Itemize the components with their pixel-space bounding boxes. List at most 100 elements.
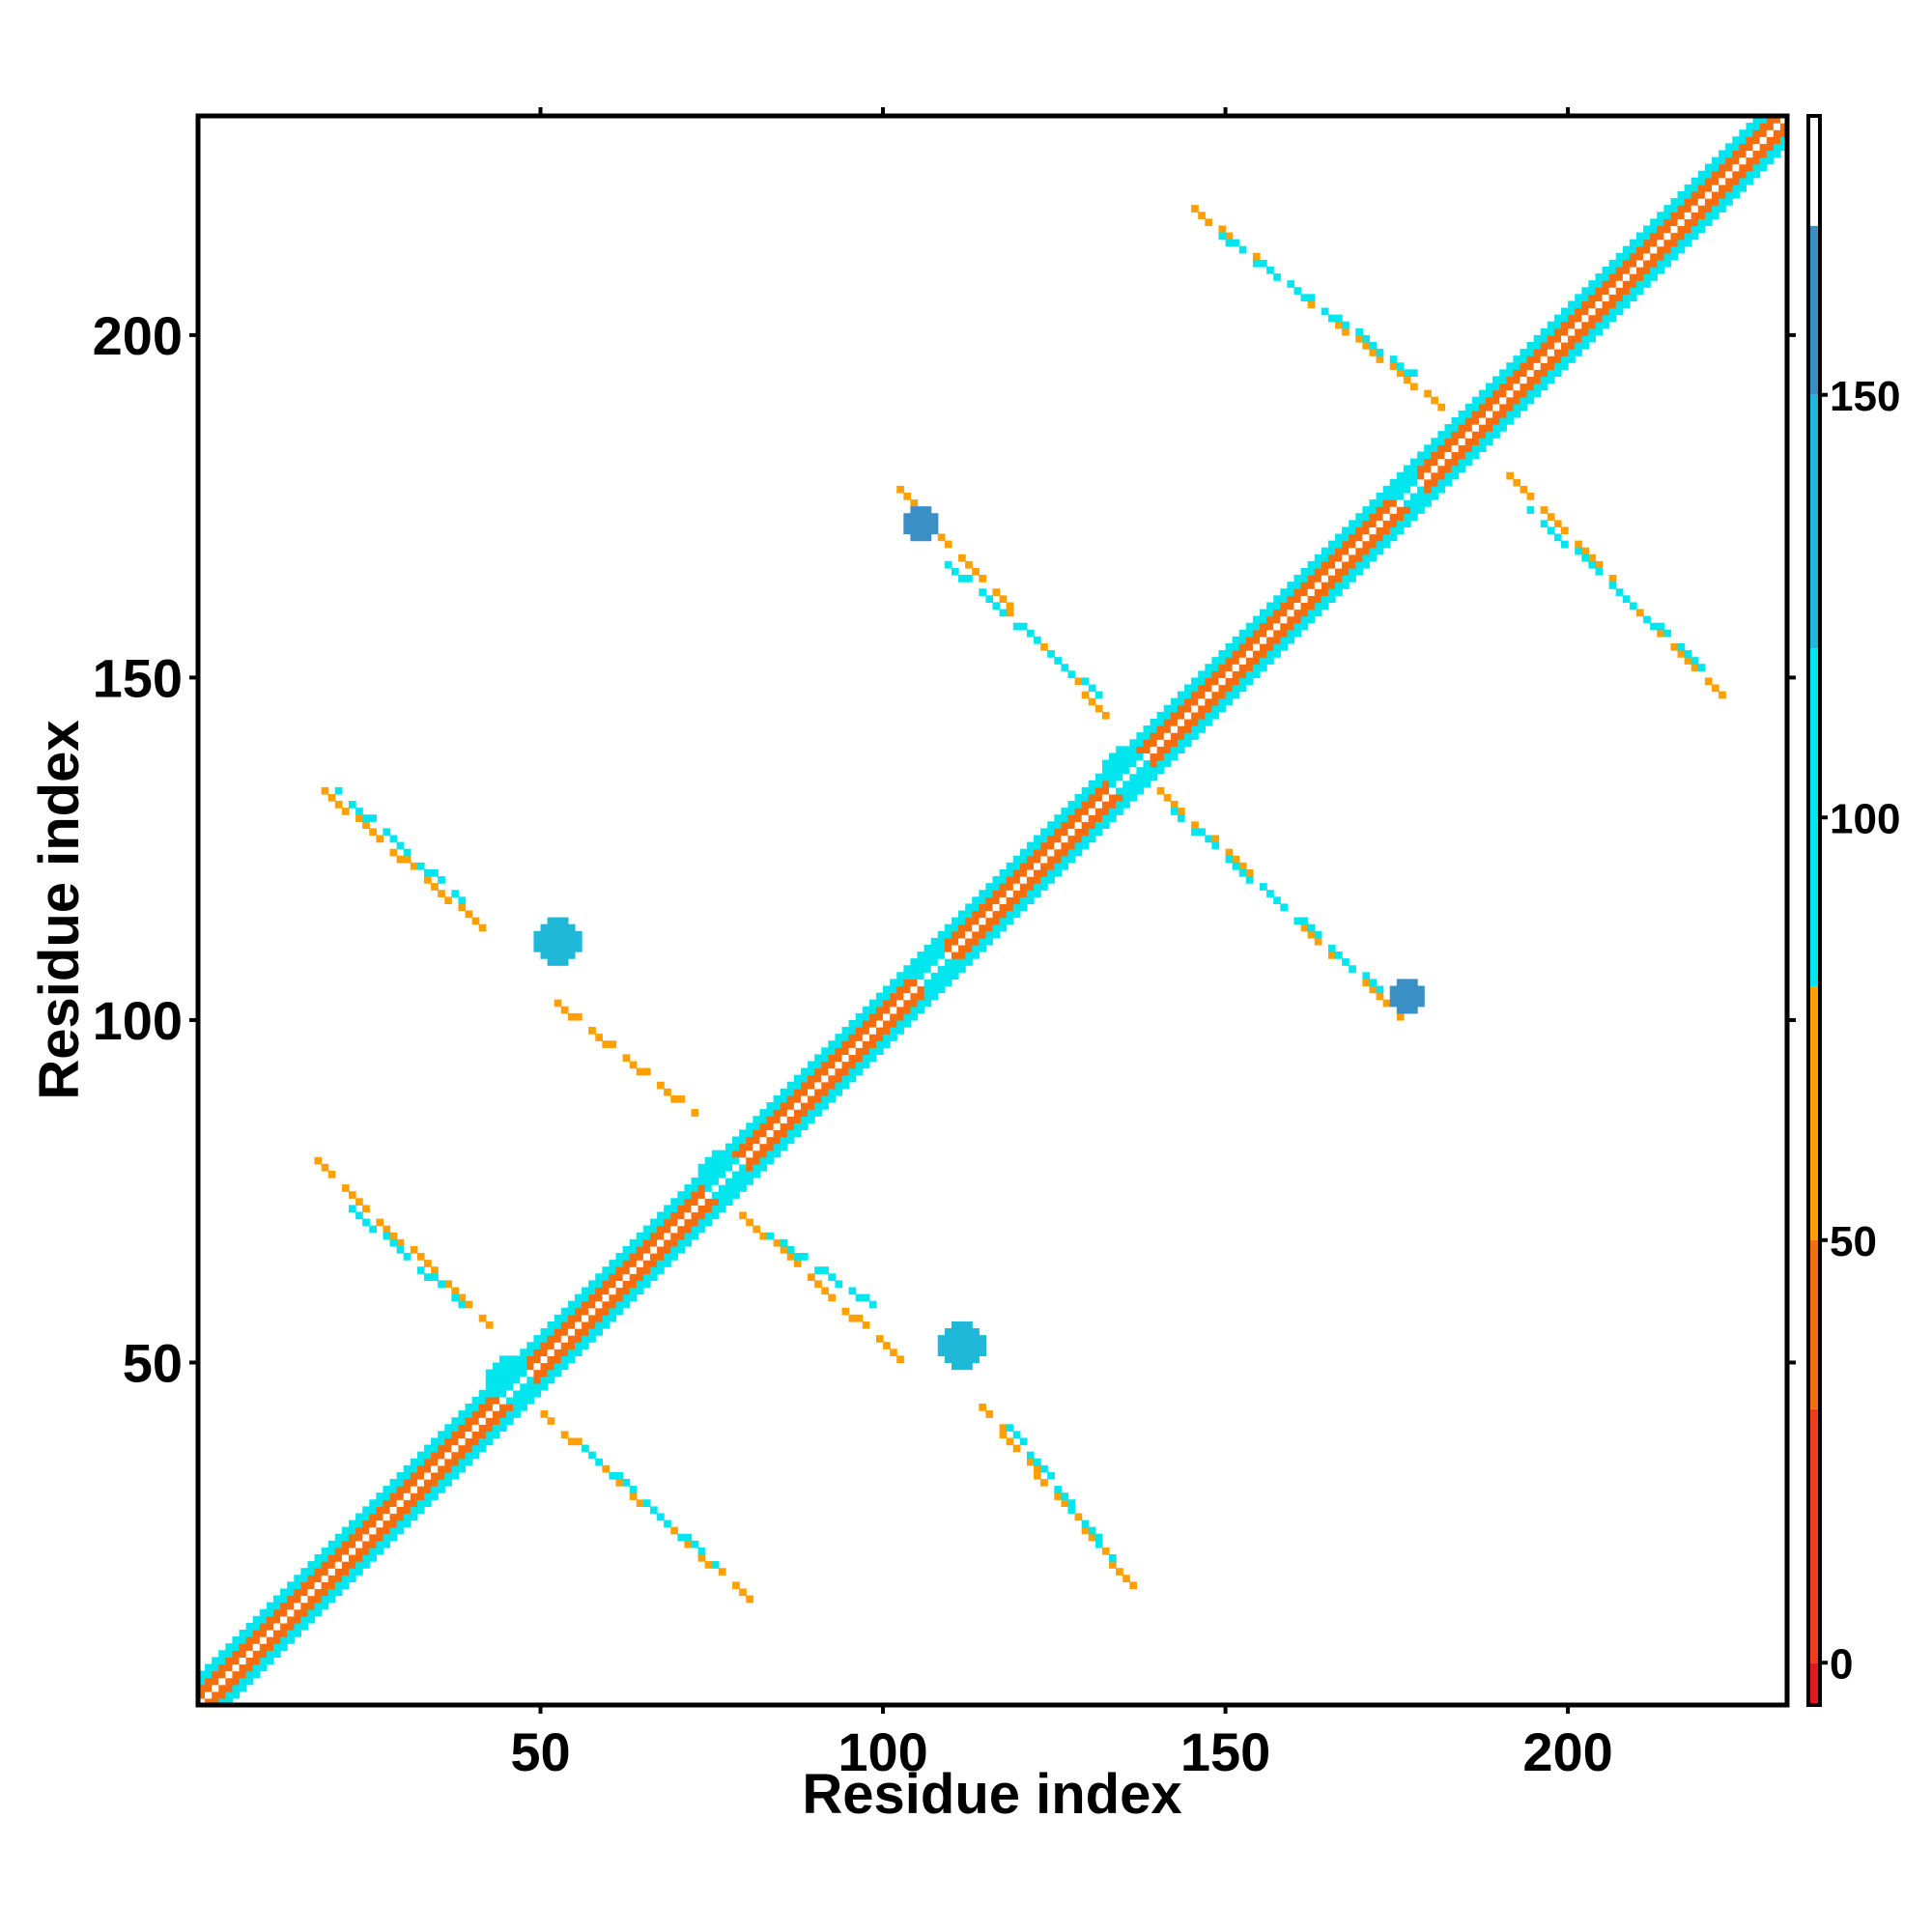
heatmap-cell — [636, 1260, 644, 1267]
heatmap-cell — [1437, 458, 1446, 467]
heatmap-cell — [1184, 739, 1192, 747]
heatmap-cell — [1602, 280, 1610, 288]
heatmap-cell — [711, 1156, 720, 1165]
heatmap-cell — [1684, 218, 1692, 227]
heatmap-cell — [1260, 664, 1267, 671]
heatmap-cell — [958, 917, 966, 925]
heatmap-cell — [786, 1253, 795, 1261]
heatmap-cell — [1026, 896, 1035, 905]
heatmap-cell — [1094, 1533, 1103, 1542]
heatmap-cell — [560, 958, 569, 966]
heatmap-cell — [595, 1314, 603, 1322]
axis-ticks — [189, 107, 1796, 1714]
heatmap-cell — [1382, 513, 1391, 521]
heatmap-cell — [999, 896, 1008, 905]
heatmap-cell — [321, 1568, 329, 1576]
heatmap-cell — [396, 1520, 405, 1528]
heatmap-cell — [1287, 280, 1295, 288]
heatmap-cell — [944, 1328, 952, 1336]
heatmap-cell — [1101, 801, 1110, 809]
heatmap-cell — [937, 930, 946, 939]
heatmap-cell — [362, 1205, 370, 1213]
heatmap-cell — [1437, 478, 1446, 487]
heatmap-cell — [1540, 383, 1548, 391]
heatmap-cell — [780, 1136, 788, 1145]
heatmap-cell — [506, 1376, 514, 1384]
heatmap-cell — [314, 1575, 323, 1582]
heatmap-cell — [903, 965, 912, 973]
heatmap-cell — [287, 1636, 295, 1644]
heatmap-cell — [300, 1622, 309, 1631]
heatmap-cell — [657, 1232, 665, 1240]
heatmap-cell — [965, 937, 973, 946]
heatmap-cell — [766, 1102, 775, 1110]
heatmap-cell — [903, 1019, 912, 1028]
heatmap-cell — [554, 999, 562, 1008]
heatmap-cell — [1403, 376, 1411, 384]
heatmap-cell — [917, 533, 925, 542]
heatmap-cell — [1684, 232, 1692, 241]
heatmap-cell — [232, 1684, 241, 1692]
heatmap-cell — [1478, 431, 1487, 439]
heatmap-cell — [383, 1540, 391, 1548]
heatmap-cell — [629, 1238, 638, 1247]
heatmap-cell — [1588, 300, 1597, 309]
heatmap-cell — [718, 1163, 726, 1172]
heatmap-cell — [1431, 458, 1438, 467]
heatmap-cell — [1636, 259, 1644, 268]
heatmap-cell — [1602, 300, 1610, 309]
heatmap-cell — [1746, 136, 1754, 144]
heatmap-cell — [471, 1444, 480, 1453]
heatmap-cell — [485, 1417, 494, 1425]
heatmap-cell — [369, 1547, 377, 1555]
heatmap-cell — [1054, 1486, 1062, 1493]
heatmap-cell — [622, 1266, 631, 1274]
heatmap-cell — [636, 1280, 644, 1289]
heatmap-cell — [431, 1479, 439, 1487]
heatmap-cell — [896, 985, 904, 994]
heatmap-cell — [1417, 485, 1425, 494]
heatmap-cell — [697, 1178, 706, 1185]
heatmap-cell — [841, 1074, 850, 1083]
heatmap-cell — [540, 1349, 549, 1356]
heatmap-cell — [821, 1094, 829, 1103]
heatmap-cell — [793, 1081, 802, 1090]
heatmap-cell — [808, 1088, 815, 1096]
heatmap-cell — [1486, 396, 1493, 405]
heatmap-cell — [485, 1410, 494, 1418]
heatmap-cell — [1650, 225, 1658, 234]
heatmap-cell — [965, 560, 973, 569]
heatmap-cell — [890, 1012, 897, 1021]
heatmap-cell — [1355, 520, 1363, 528]
heatmap-cell — [739, 1136, 747, 1145]
heatmap-cell — [1369, 554, 1378, 562]
heatmap-cell — [1732, 184, 1740, 192]
heatmap-cell — [438, 1451, 445, 1460]
heatmap-cell — [1109, 793, 1117, 802]
heatmap-cell — [704, 1156, 713, 1165]
heatmap-cell — [1116, 1568, 1123, 1576]
heatmap-cell — [540, 1376, 549, 1384]
heatmap-cell — [841, 1307, 850, 1316]
heatmap-cell — [1191, 684, 1199, 693]
heatmap-cell — [711, 1178, 720, 1185]
heatmap-cell — [780, 1238, 788, 1247]
heatmap-cell — [396, 1479, 405, 1487]
heatmap-cell — [875, 1027, 884, 1035]
heatmap-cell — [691, 1205, 699, 1213]
heatmap-cell — [1677, 198, 1686, 206]
heatmap-cell — [985, 910, 994, 919]
heatmap-cell — [1088, 801, 1096, 809]
heatmap-cell — [389, 1513, 398, 1521]
heatmap-cell — [1458, 451, 1466, 460]
heatmap-cell — [458, 1431, 467, 1439]
heatmap-cell — [1568, 349, 1576, 356]
heatmap-cell — [1006, 903, 1014, 912]
heatmap-cell — [910, 513, 919, 521]
heatmap-cell — [582, 1321, 589, 1329]
heatmap-cell — [506, 1417, 514, 1425]
heatmap-cell — [1040, 1479, 1048, 1487]
heatmap-cell — [1732, 170, 1740, 179]
heatmap-cell — [657, 1245, 665, 1254]
heatmap-cell — [1232, 677, 1240, 686]
